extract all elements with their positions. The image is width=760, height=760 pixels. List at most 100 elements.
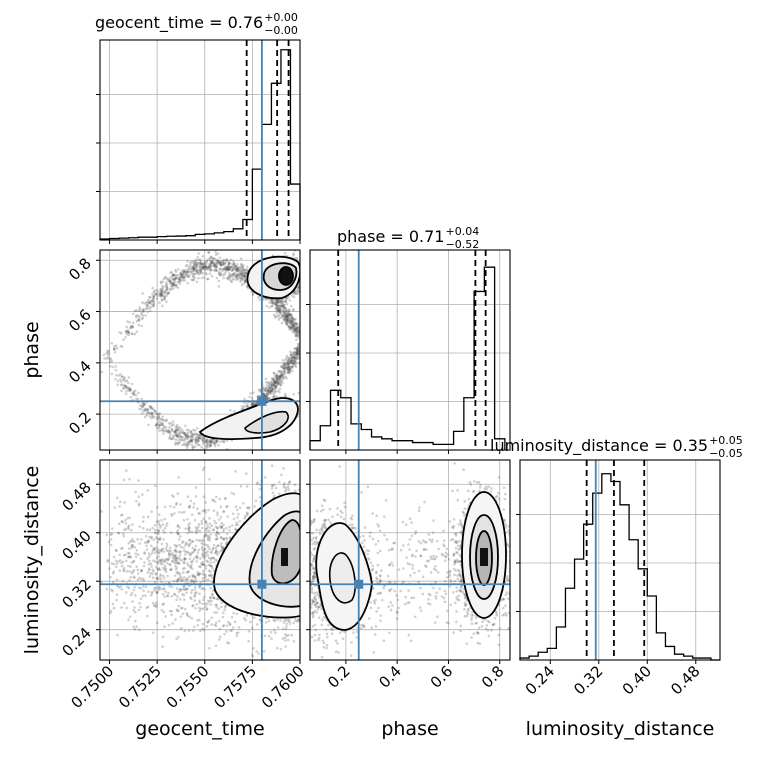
sample-point: [288, 313, 291, 317]
sample-point: [283, 311, 286, 314]
sample-point: [297, 289, 300, 293]
sample-point: [190, 270, 194, 273]
sample-point: [215, 527, 219, 530]
sample-point: [174, 268, 177, 272]
sample-point: [113, 347, 116, 351]
sample-point: [236, 631, 240, 634]
sample-point: [167, 557, 170, 561]
sample-point: [139, 577, 143, 581]
sample-point: [170, 553, 173, 556]
sample-point: [296, 326, 300, 329]
sample-point: [129, 565, 132, 568]
sample-point: [222, 611, 225, 615]
sample-point: [173, 430, 177, 434]
sample-point: [282, 366, 286, 370]
sample-point: [180, 431, 183, 434]
sample-point: [242, 273, 246, 277]
sample-point: [201, 262, 205, 266]
sample-point: [172, 592, 176, 596]
sample-point: [172, 281, 175, 284]
sample-point: [278, 376, 282, 380]
sample-point: [196, 426, 199, 430]
sample-point: [170, 286, 173, 289]
sample-point: [147, 298, 150, 302]
sample-point: [147, 562, 151, 566]
sample-point: [201, 468, 205, 472]
sample-point: [193, 262, 196, 265]
sample-point: [238, 268, 241, 272]
sample-point: [161, 562, 164, 566]
sample-point: [115, 578, 119, 582]
sample-point: [220, 525, 224, 529]
sample-point: [269, 392, 273, 395]
sample-point: [292, 331, 296, 334]
sample-point: [165, 522, 169, 525]
sample-point: [269, 389, 273, 393]
sample-point: [154, 566, 158, 569]
sample-point: [211, 576, 214, 580]
sample-point: [158, 575, 162, 578]
sample-point: [175, 434, 178, 438]
sample-point: [233, 266, 237, 270]
sample-point: [219, 262, 222, 266]
sample-point: [281, 373, 284, 376]
sample-point: [134, 555, 138, 559]
sample-point: [157, 586, 161, 590]
sample-point: [246, 405, 249, 408]
sample-point: [183, 553, 187, 556]
sample-point: [304, 278, 307, 281]
sample-point: [157, 513, 161, 516]
sample-point: [295, 352, 299, 355]
sample-point: [153, 581, 157, 584]
sample-point: [132, 568, 136, 572]
sample-point: [296, 331, 299, 335]
sample-point: [276, 300, 279, 303]
sample-point: [296, 352, 299, 356]
sample-point: [194, 266, 197, 270]
sample-point: [161, 566, 165, 570]
sample-point: [148, 411, 152, 414]
sample-point: [190, 270, 193, 273]
sample-point: [185, 434, 189, 438]
sample-point: [171, 437, 174, 441]
sample-point: [209, 444, 213, 447]
sample-point: [178, 430, 182, 433]
sample-point: [218, 627, 222, 631]
sample-point: [140, 324, 143, 328]
sample-point: [184, 578, 188, 582]
sample-point: [245, 265, 249, 269]
sample-point: [174, 554, 178, 558]
sample-point: [181, 279, 185, 282]
sample-point: [141, 292, 144, 295]
sample-point: [232, 492, 236, 496]
sample-point: [113, 350, 117, 354]
sample-point: [286, 367, 289, 371]
sample-point: [124, 384, 128, 388]
sample-point: [225, 266, 229, 270]
sample-point: [211, 528, 215, 531]
sample-point: [192, 579, 196, 583]
sample-point: [295, 330, 299, 333]
sample-point: [297, 391, 300, 395]
sample-point: [222, 528, 226, 531]
sample-point: [204, 440, 207, 444]
sample-point: [205, 608, 209, 611]
sample-point: [114, 559, 118, 563]
sample-point: [297, 325, 300, 328]
sample-point: [220, 521, 224, 525]
sample-point: [119, 585, 123, 588]
sample-point: [192, 574, 195, 577]
sample-point: [209, 266, 212, 270]
sample-point: [241, 277, 245, 281]
sample-point: [137, 391, 140, 395]
sample-point: [283, 318, 286, 321]
sample-point: [146, 307, 149, 310]
sample-point: [129, 540, 132, 543]
sample-point: [239, 273, 243, 276]
sample-point: [273, 302, 277, 306]
sample-point: [179, 606, 183, 610]
sample-point: [276, 382, 280, 385]
sample-point: [215, 269, 218, 272]
sample-point: [211, 440, 215, 444]
sample-point: [156, 417, 159, 421]
